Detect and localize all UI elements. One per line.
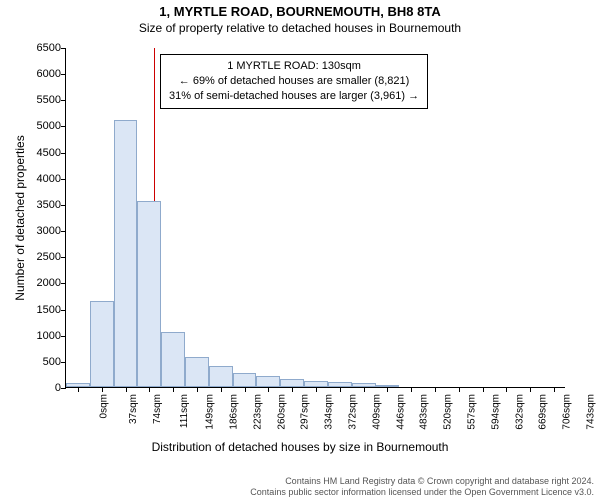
x-axis-caption: Distribution of detached houses by size … xyxy=(0,440,600,454)
y-tick-label: 6500 xyxy=(21,42,61,54)
info-box: 1 MYRTLE ROAD: 130sqm ← 69% of detached … xyxy=(160,54,428,109)
y-tick-mark xyxy=(61,153,66,154)
y-tick-label: 4500 xyxy=(21,147,61,159)
y-tick-mark xyxy=(61,231,66,232)
footer-line-2: Contains public sector information licen… xyxy=(250,487,594,498)
x-tick-label: 743sqm xyxy=(586,394,597,430)
y-tick-label: 500 xyxy=(21,356,61,368)
x-tick-label: 223sqm xyxy=(252,394,263,430)
y-tick-label: 5000 xyxy=(21,120,61,132)
page-subtitle: Size of property relative to detached ho… xyxy=(0,21,600,35)
histogram-bar xyxy=(137,201,161,387)
y-tick-mark xyxy=(61,179,66,180)
x-tick-label: 334sqm xyxy=(324,394,335,430)
y-tick-mark xyxy=(61,388,66,389)
y-tick-label: 2500 xyxy=(21,251,61,263)
y-tick-mark xyxy=(61,257,66,258)
info-line-1: 1 MYRTLE ROAD: 130sqm xyxy=(169,59,419,74)
x-tick-label: 149sqm xyxy=(205,394,216,430)
y-tick-mark xyxy=(61,362,66,363)
plot-area: 1 MYRTLE ROAD: 130sqm ← 69% of detached … xyxy=(65,48,565,388)
y-tick-label: 1000 xyxy=(21,330,61,342)
x-tick-label: 297sqm xyxy=(300,394,311,430)
x-tick-label: 0sqm xyxy=(98,394,109,418)
x-tick-mark xyxy=(387,387,388,392)
y-tick-label: 3500 xyxy=(21,199,61,211)
y-tick-mark xyxy=(61,310,66,311)
y-tick-mark xyxy=(61,205,66,206)
x-tick-label: 632sqm xyxy=(514,394,525,430)
x-tick-label: 186sqm xyxy=(229,394,240,430)
x-tick-label: 74sqm xyxy=(152,394,163,424)
x-tick-mark xyxy=(554,387,555,392)
footer-attribution: Contains HM Land Registry data © Crown c… xyxy=(250,476,594,499)
histogram-bar xyxy=(209,366,233,387)
x-tick-label: 446sqm xyxy=(395,394,406,430)
x-tick-label: 483sqm xyxy=(419,394,430,430)
x-tick-label: 372sqm xyxy=(348,394,359,430)
histogram-bar xyxy=(233,373,257,387)
x-tick-mark xyxy=(126,387,127,392)
y-tick-label: 6000 xyxy=(21,68,61,80)
x-tick-label: 111sqm xyxy=(179,394,190,428)
y-axis-label: Number of detached properties xyxy=(13,135,27,300)
x-tick-mark xyxy=(78,387,79,392)
x-tick-label: 409sqm xyxy=(371,394,382,430)
x-tick-mark xyxy=(530,387,531,392)
x-tick-mark xyxy=(197,387,198,392)
histogram-bar xyxy=(185,357,209,387)
x-tick-mark xyxy=(245,387,246,392)
x-tick-mark xyxy=(459,387,460,392)
x-tick-mark xyxy=(292,387,293,392)
x-tick-mark xyxy=(102,387,103,392)
y-tick-label: 1500 xyxy=(21,304,61,316)
y-tick-label: 3000 xyxy=(21,225,61,237)
x-tick-mark xyxy=(506,387,507,392)
histogram-bar xyxy=(114,120,138,387)
y-tick-label: 2000 xyxy=(21,277,61,289)
x-tick-mark xyxy=(149,387,150,392)
x-tick-label: 520sqm xyxy=(443,394,454,430)
y-tick-label: 5500 xyxy=(21,94,61,106)
x-tick-mark xyxy=(483,387,484,392)
x-tick-mark xyxy=(173,387,174,392)
page-title: 1, MYRTLE ROAD, BOURNEMOUTH, BH8 8TA xyxy=(0,4,600,19)
x-tick-mark xyxy=(411,387,412,392)
x-tick-label: 706sqm xyxy=(562,394,573,430)
info-line-3: 31% of semi-detached houses are larger (… xyxy=(169,89,419,104)
x-tick-label: 557sqm xyxy=(467,394,478,430)
histogram-bar xyxy=(280,379,304,387)
y-tick-mark xyxy=(61,336,66,337)
histogram-bar xyxy=(256,376,280,388)
y-tick-mark xyxy=(61,74,66,75)
x-tick-mark xyxy=(340,387,341,392)
footer-line-1: Contains HM Land Registry data © Crown c… xyxy=(250,476,594,487)
y-tick-mark xyxy=(61,48,66,49)
x-tick-label: 669sqm xyxy=(538,394,549,430)
chart-container: Number of detached properties 1 MYRTLE R… xyxy=(65,48,565,418)
x-tick-label: 260sqm xyxy=(276,394,287,430)
y-tick-label: 0 xyxy=(21,382,61,394)
x-tick-label: 37sqm xyxy=(128,394,139,424)
histogram-bar xyxy=(90,301,114,387)
x-tick-mark xyxy=(268,387,269,392)
info-line-2: ← 69% of detached houses are smaller (8,… xyxy=(169,74,419,89)
x-tick-mark xyxy=(316,387,317,392)
x-tick-mark xyxy=(364,387,365,392)
x-tick-mark xyxy=(435,387,436,392)
x-tick-label: 594sqm xyxy=(490,394,501,430)
x-tick-mark xyxy=(221,387,222,392)
y-tick-label: 4000 xyxy=(21,173,61,185)
y-tick-mark xyxy=(61,126,66,127)
y-tick-mark xyxy=(61,100,66,101)
histogram-bar xyxy=(161,332,185,387)
y-tick-mark xyxy=(61,283,66,284)
